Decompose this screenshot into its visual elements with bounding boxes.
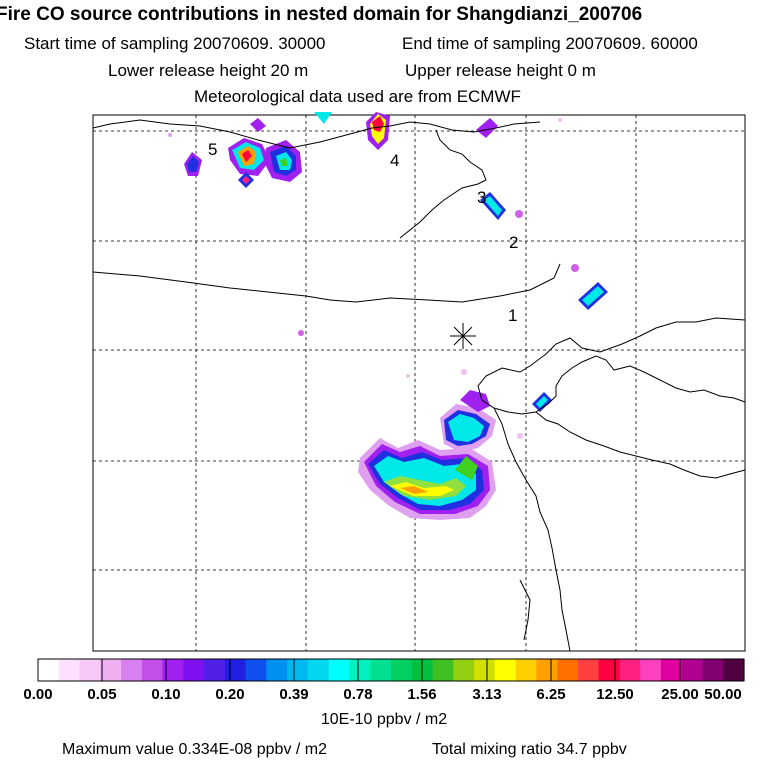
legend-swatch bbox=[515, 659, 537, 681]
legend-label-2: 0.10 bbox=[151, 686, 181, 703]
legend-swatch bbox=[370, 659, 392, 681]
legend-label-4: 0.39 bbox=[279, 686, 309, 703]
legend-label-8: 6.25 bbox=[536, 686, 566, 703]
receptor-asterisk-icon bbox=[450, 323, 476, 349]
legend-label-9: 12.50 bbox=[596, 686, 634, 703]
legend-swatch bbox=[204, 659, 226, 681]
site-marker-5: 5 bbox=[208, 140, 217, 159]
site-marker-1: 1 bbox=[508, 306, 517, 325]
upper-release-label: Upper release height 0 m bbox=[405, 61, 596, 80]
legend-swatch bbox=[183, 659, 205, 681]
site-marker-2: 2 bbox=[509, 233, 518, 252]
legend-label-5: 0.78 bbox=[343, 686, 373, 703]
legend-swatch bbox=[79, 659, 101, 681]
legend-label-3: 0.20 bbox=[215, 686, 245, 703]
site-markers: 1 2 3 4 5 bbox=[208, 140, 518, 325]
legend-swatch bbox=[141, 659, 164, 681]
map-frame bbox=[92, 114, 746, 652]
legend-swatch bbox=[557, 659, 579, 681]
legend-swatch bbox=[224, 659, 247, 681]
legend-swatch bbox=[640, 659, 662, 681]
legend-swatch bbox=[702, 659, 724, 681]
legend-swatch bbox=[328, 659, 351, 681]
legend-swatch bbox=[453, 659, 475, 681]
legend-swatch bbox=[494, 659, 517, 681]
legend-swatch bbox=[100, 659, 122, 681]
legend-swatch bbox=[723, 659, 745, 681]
meteorology-label: Meteorological data used are from ECMWF bbox=[194, 87, 521, 106]
concentration-blobs bbox=[168, 112, 608, 520]
legend-swatch bbox=[598, 659, 621, 681]
site-marker-4: 4 bbox=[390, 151, 399, 170]
legend-swatch bbox=[660, 659, 683, 681]
site-marker-3: 3 bbox=[477, 188, 486, 207]
legend-label-6: 1.56 bbox=[407, 686, 437, 703]
legend-swatch bbox=[391, 659, 413, 681]
legend-swatch bbox=[58, 659, 81, 681]
legend-label-11: 50.00 bbox=[704, 686, 742, 703]
legend-swatch bbox=[266, 659, 288, 681]
legend-label-0: 0.00 bbox=[23, 686, 53, 703]
legend-swatch bbox=[681, 659, 704, 681]
legend-label-7: 3.13 bbox=[472, 686, 502, 703]
lower-release-label: Lower release height 20 m bbox=[108, 61, 309, 80]
legend-swatch bbox=[619, 659, 641, 681]
legend-swatch bbox=[162, 659, 184, 681]
legend-swatch bbox=[287, 659, 309, 681]
legend-swatch bbox=[121, 659, 143, 681]
legend-units: 10E-10 ppbv / m2 bbox=[320, 711, 448, 728]
legend-swatch bbox=[245, 659, 268, 681]
color-legend-dividers bbox=[101, 659, 681, 681]
legend-swatch bbox=[536, 659, 558, 681]
legend-label-1: 0.05 bbox=[87, 686, 117, 703]
legend-swatch bbox=[432, 659, 454, 681]
map-boundaries bbox=[92, 119, 746, 652]
legend-swatch bbox=[307, 659, 330, 681]
color-legend-bar bbox=[38, 659, 745, 681]
legend-swatch bbox=[349, 659, 371, 681]
legend-swatch bbox=[577, 659, 600, 681]
legend-swatch bbox=[38, 659, 60, 681]
start-time-label: Start time of sampling 20070609. 30000 bbox=[24, 34, 326, 53]
map-gridlines bbox=[93, 115, 745, 651]
color-legend-frame bbox=[37, 658, 745, 682]
legend-swatch bbox=[474, 659, 496, 681]
page-title: Fire CO source contributions in nested d… bbox=[0, 4, 643, 25]
end-time-label: End time of sampling 20070609. 60000 bbox=[402, 34, 698, 53]
total-mixing-ratio-label: Total mixing ratio 34.7 ppbv bbox=[432, 741, 627, 758]
maximum-value-label: Maximum value 0.334E-08 ppbv / m2 bbox=[62, 741, 328, 758]
legend-label-10: 25.00 bbox=[661, 686, 699, 703]
